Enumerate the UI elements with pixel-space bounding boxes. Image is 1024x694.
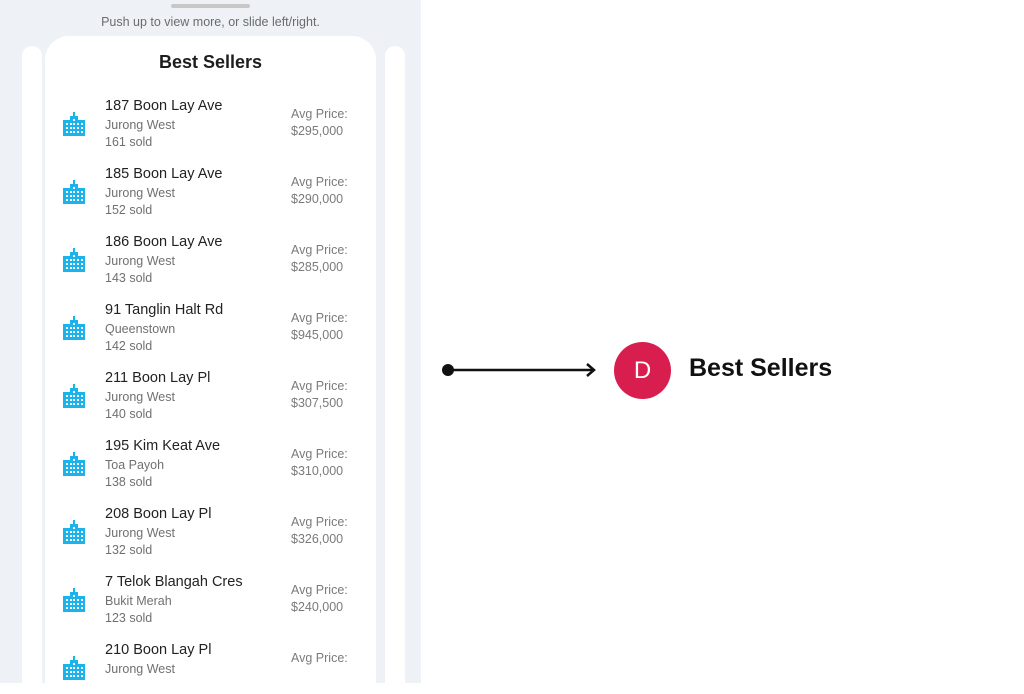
list-item[interactable]: 91 Tanglin Halt Rd Queenstown Avg Price: 14… <box>45 302 376 354</box>
best-sellers-card: Best Sellers 187 Boon Lay Ave Jurong West… <box>45 36 376 683</box>
pointer-arrow <box>442 363 596 377</box>
sold-count: 143 sold <box>105 271 153 285</box>
address: 91 Tanglin Halt Rd <box>105 302 224 318</box>
sold-count: 132 sold <box>105 543 153 557</box>
sold-count: 161 sold <box>105 135 153 149</box>
building-icon <box>63 248 85 272</box>
town: Jurong West <box>105 118 175 132</box>
list-item[interactable]: 211 Boon Lay Pl Jurong West Avg Price: 140 … <box>45 370 376 422</box>
avg-price: $945,000 <box>291 328 344 342</box>
building-icon <box>63 384 85 408</box>
town: Jurong West <box>105 662 175 676</box>
address: 210 Boon Lay Pl <box>105 642 212 658</box>
price-label: Avg Price: <box>291 175 348 189</box>
annotation-badge: D <box>614 342 671 399</box>
address: 7 Telok Blangah Cres <box>105 574 243 590</box>
price-label: Avg Price: <box>291 107 348 121</box>
price-label: Avg Price: <box>291 447 348 461</box>
avg-price: $285,000 <box>291 260 344 274</box>
building-icon <box>63 112 85 136</box>
price-label: Avg Price: <box>291 311 348 325</box>
sold-count: 152 sold <box>105 203 153 217</box>
address: 187 Boon Lay Ave <box>105 98 223 114</box>
sold-count: 140 sold <box>105 407 153 421</box>
price-label: Avg Price: <box>291 583 348 597</box>
scroll-hint: Push up to view more, or slide left/righ… <box>101 15 320 29</box>
avg-price: $310,000 <box>291 464 344 478</box>
list-item[interactable]: 185 Boon Lay Ave Jurong West Avg Price: 152… <box>45 166 376 218</box>
annotation-label: Best Sellers <box>689 354 833 382</box>
building-icon <box>63 452 85 476</box>
town: Jurong West <box>105 254 175 268</box>
card-title: Best Sellers <box>158 52 263 72</box>
building-icon <box>63 656 85 680</box>
avg-price: $307,500 <box>291 396 344 410</box>
drag-handle[interactable] <box>171 4 250 8</box>
town: Jurong West <box>105 186 175 200</box>
list-item[interactable]: 7 Telok Blangah Cres Bukit Merah Avg Price… <box>45 574 376 626</box>
price-label: Avg Price: <box>291 243 348 257</box>
address: 186 Boon Lay Ave <box>105 234 223 250</box>
address: 195 Kim Keat Ave <box>105 438 221 454</box>
sold-count: 138 sold <box>105 475 153 489</box>
avg-price: $290,000 <box>291 192 344 206</box>
address: 185 Boon Lay Ave <box>105 166 223 182</box>
building-icon <box>63 520 85 544</box>
sold-count: 142 sold <box>105 339 153 353</box>
prev-card-edge[interactable] <box>22 46 42 683</box>
mobile-panel: Push up to view more, or slide left/righ… <box>0 0 421 683</box>
town: Bukit Merah <box>105 594 172 608</box>
avg-price: $295,000 <box>291 124 344 138</box>
town: Toa Payoh <box>105 458 165 472</box>
town: Jurong West <box>105 526 175 540</box>
avg-price: $326,000 <box>291 532 344 546</box>
sold-count: 123 sold <box>105 611 153 625</box>
avg-price: $240,000 <box>291 600 344 614</box>
building-icon <box>63 588 85 612</box>
price-label: Avg Price: <box>291 651 348 665</box>
list-item[interactable]: 208 Boon Lay Pl Jurong West Avg Price: 132 … <box>45 506 376 558</box>
list-item[interactable]: 187 Boon Lay Ave Jurong West Avg Price: 161… <box>45 98 376 150</box>
town: Queenstown <box>105 322 176 336</box>
building-icon <box>63 180 85 204</box>
list-item[interactable]: 210 Boon Lay Pl Jurong West Avg Price: <box>45 642 376 694</box>
list-item[interactable]: 195 Kim Keat Ave Toa Payoh Avg Price: 138 s… <box>45 438 376 490</box>
list-item[interactable]: 186 Boon Lay Ave Jurong West Avg Price: 143… <box>45 234 376 286</box>
address: 208 Boon Lay Pl <box>105 506 212 522</box>
price-label: Avg Price: <box>291 379 348 393</box>
price-label: Avg Price: <box>291 515 348 529</box>
town: Jurong West <box>105 390 175 404</box>
next-card-edge[interactable] <box>385 46 405 683</box>
building-icon <box>63 316 85 340</box>
address: 211 Boon Lay Pl <box>105 370 211 386</box>
